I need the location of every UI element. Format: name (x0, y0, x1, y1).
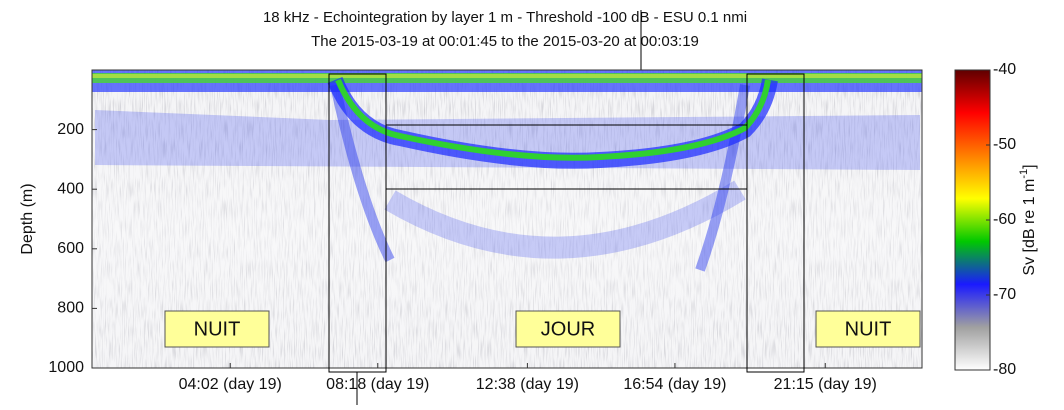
x-tick-label: 12:38 (day 19) (476, 376, 579, 393)
y-tick-label: 200 (57, 121, 84, 138)
colorbar-tick-label: -50 (993, 136, 1016, 153)
annotation: NUIT (194, 318, 241, 340)
colorbar-tick-label: -40 (993, 61, 1016, 78)
y-tick-label: 1000 (48, 359, 84, 376)
annotation-box (515, 310, 621, 348)
annotation: NUIT (845, 318, 892, 340)
annotation-box (164, 310, 270, 348)
colorbar-label-text: Sv [dB re 1 m (1021, 179, 1038, 276)
echogram (92, 70, 922, 368)
colorbar-tick-label: -60 (993, 211, 1016, 228)
chart-subtitle: The 2015-03-19 at 00:01:45 to the 2015-0… (311, 33, 699, 50)
chart-title: 18 kHz - Echointegration by layer 1 m - … (263, 9, 747, 26)
x-tick-label: 21:15 (day 19) (774, 376, 877, 393)
colorbar-label-suffix: ] (1021, 164, 1038, 168)
y-tick-label: 400 (57, 180, 84, 197)
colorbar-tick-label: -80 (993, 361, 1016, 378)
x-tick-label: 16:54 (day 19) (623, 376, 726, 393)
colorbar-label-superscript: -1 (1018, 169, 1030, 179)
y-tick-label: 800 (57, 300, 84, 317)
x-tick-label: 04:02 (day 19) (179, 376, 282, 393)
deep-layer (384, 180, 746, 259)
colorbar (954, 69, 991, 371)
x-tick-label: 08:18 (day 19) (326, 376, 429, 393)
colorbar-tick-label: -70 (993, 286, 1016, 303)
scattering-layer (335, 78, 771, 161)
annotation-box (815, 310, 921, 348)
colorbar-label: Sv [dB re 1 m-1] (1018, 164, 1038, 275)
surface-layer (92, 74, 922, 78)
y-tick-label: 600 (57, 240, 84, 257)
plot-frame (91, 69, 923, 369)
annotation: JOUR (541, 318, 595, 340)
zone-boxes (328, 73, 805, 405)
y-axis-label: Depth (m) (19, 183, 36, 254)
